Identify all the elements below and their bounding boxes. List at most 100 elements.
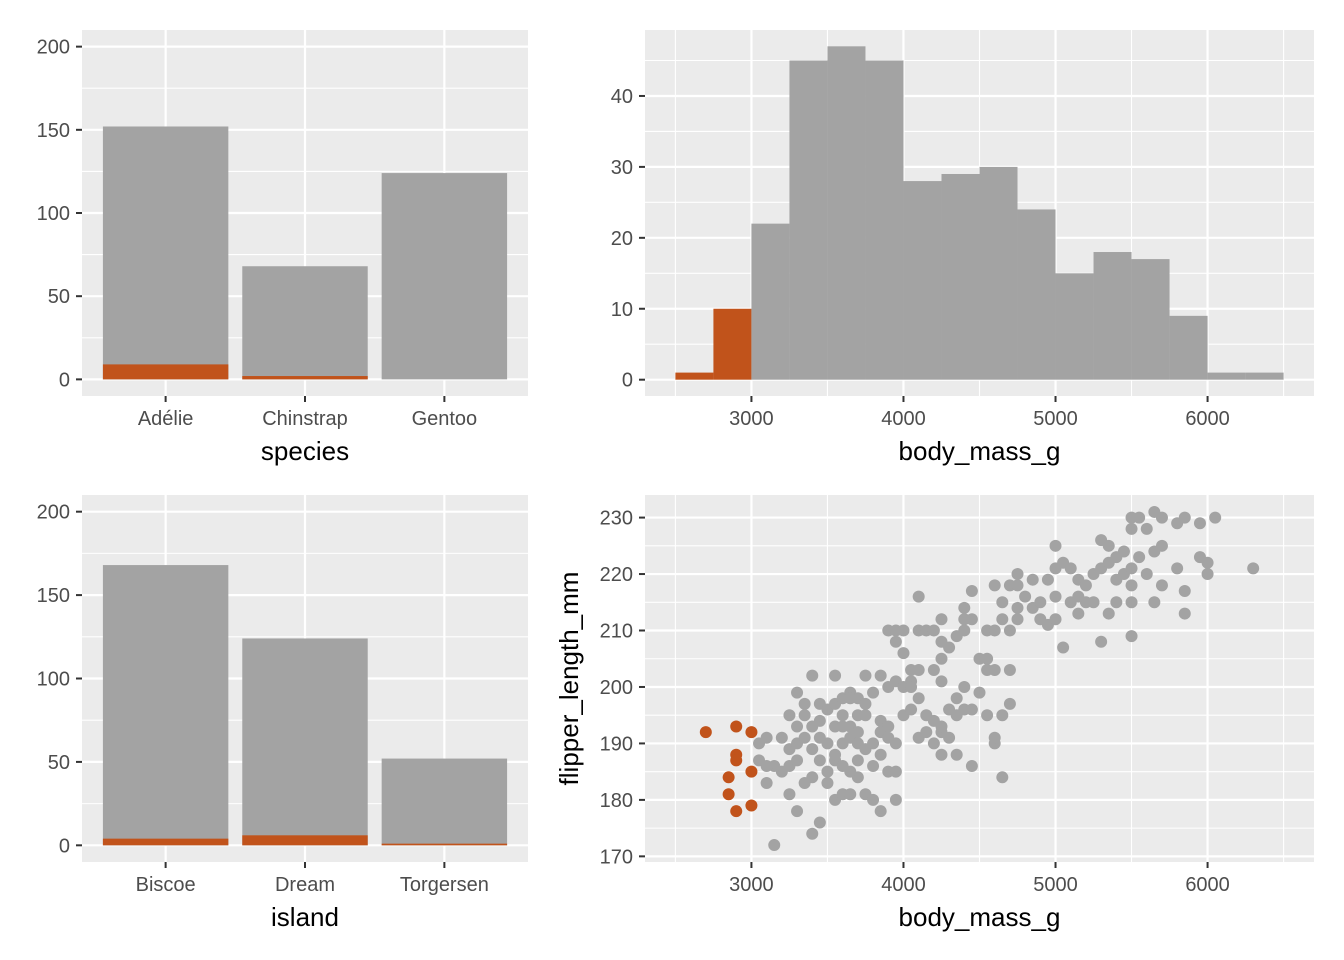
scatter-point xyxy=(1064,596,1077,609)
scatter-point xyxy=(889,793,902,806)
panel-3: 170 180 190 200 210 220 230 3000 4000 5000 6000 bod… xyxy=(554,495,1314,932)
scatter-point xyxy=(859,669,872,682)
scatter-point xyxy=(1201,568,1214,581)
scatter-point-highlighted xyxy=(722,788,735,801)
scatter-point-highlighted xyxy=(745,726,758,739)
scatter-point-highlighted xyxy=(730,720,743,733)
scatter-point xyxy=(844,788,857,801)
scatter-point xyxy=(996,771,1009,784)
bar-total xyxy=(242,638,368,846)
scatter-point-highlighted xyxy=(730,754,743,767)
x-tick-label: Adélie xyxy=(138,408,194,430)
scatter-point xyxy=(813,754,826,767)
scatter-point xyxy=(1049,613,1062,626)
scatter-point xyxy=(1133,511,1146,524)
y-tick-label: 30 xyxy=(611,157,633,179)
y-tick-label: 200 xyxy=(37,37,70,59)
scatter-point xyxy=(1133,551,1146,564)
scatter-point xyxy=(1011,568,1024,581)
scatter-point xyxy=(1079,579,1092,592)
scatter-point xyxy=(813,731,826,744)
scatter-point xyxy=(943,641,956,654)
scatter-point-highlighted xyxy=(699,726,712,739)
scatter-point xyxy=(912,590,925,603)
scatter-point xyxy=(905,703,918,716)
scatter-point xyxy=(1064,562,1077,575)
scatter-point xyxy=(950,748,963,761)
y-tick-label: 0 xyxy=(59,369,70,391)
x-tick-label: Gentoo xyxy=(412,408,478,430)
scatter-point xyxy=(965,760,978,773)
bar-highlighted xyxy=(102,364,229,380)
scatter-point xyxy=(791,686,804,699)
panel-2: 0 50 100 150 200 Biscoe Dream Torgersen island xyxy=(37,495,528,932)
x-tick-label: 4000 xyxy=(881,408,926,430)
x-tick-label: 6000 xyxy=(1185,408,1230,430)
scatter-point xyxy=(1155,539,1168,552)
x-tick-label: 3000 xyxy=(729,874,774,896)
scatter-point xyxy=(829,669,842,682)
scatter-point xyxy=(897,647,910,660)
scatter-point xyxy=(996,596,1009,609)
scatter-point xyxy=(851,726,864,739)
histogram-bar xyxy=(789,60,828,380)
histogram-bar-highlighted xyxy=(675,372,714,380)
y-tick-label: 200 xyxy=(600,677,633,699)
bar-total xyxy=(102,565,229,846)
histogram-bar xyxy=(1017,209,1056,380)
bar-total xyxy=(381,758,508,846)
scatter-point xyxy=(806,771,819,784)
scatter-point xyxy=(806,827,819,840)
y-tick-label: 190 xyxy=(600,733,633,755)
scatter-point xyxy=(927,624,940,637)
scatter-point xyxy=(874,669,887,682)
y-tick-label: 170 xyxy=(600,846,633,868)
y-tick-label: 100 xyxy=(37,669,70,691)
bar-total xyxy=(381,173,508,380)
scatter-point xyxy=(1026,573,1039,586)
x-tick-label: Biscoe xyxy=(136,874,196,896)
scatter-point xyxy=(791,720,804,733)
y-tick-label: 50 xyxy=(48,752,70,774)
scatter-point xyxy=(981,664,994,677)
scatter-point xyxy=(935,613,948,626)
scatter-point xyxy=(1125,596,1138,609)
scatter-point xyxy=(1072,607,1085,620)
y-tick-label: 50 xyxy=(48,286,70,308)
scatter-point xyxy=(1148,596,1161,609)
histogram-bar xyxy=(1245,372,1284,380)
scatter-point xyxy=(912,692,925,705)
scatter-point xyxy=(1178,607,1191,620)
histogram-bar xyxy=(751,223,790,380)
y-tick-label: 230 xyxy=(600,508,633,530)
x-tick-label: Dream xyxy=(275,874,335,896)
scatter-point xyxy=(867,686,880,699)
scatter-point xyxy=(912,664,925,677)
scatter-point xyxy=(1003,697,1016,710)
scatter-point xyxy=(775,731,788,744)
x-tick-label: 6000 xyxy=(1185,874,1230,896)
scatter-point xyxy=(935,675,948,688)
scatter-point xyxy=(958,601,971,614)
y-tick-label: 40 xyxy=(611,86,633,108)
scatter-point xyxy=(753,754,766,767)
scatter-point xyxy=(1155,511,1168,524)
scatter-point xyxy=(760,776,773,789)
x-tick-label: Chinstrap xyxy=(262,408,348,430)
scatter-point xyxy=(798,697,811,710)
x-tick-label: Torgersen xyxy=(400,874,489,896)
scatter-point xyxy=(813,816,826,829)
scatter-point xyxy=(1125,562,1138,575)
scatter-point xyxy=(1125,579,1138,592)
y-tick-label: 150 xyxy=(37,585,70,607)
scatter-point xyxy=(768,839,781,852)
bar-highlighted xyxy=(242,376,368,380)
scatter-point xyxy=(1110,596,1123,609)
scatter-point xyxy=(1140,522,1153,535)
scatter-point xyxy=(996,613,1009,626)
scatter-point xyxy=(927,737,940,750)
scatter-point xyxy=(1178,584,1191,597)
scatter-point xyxy=(920,726,933,739)
scatter-point-highlighted xyxy=(730,805,743,818)
histogram-bar xyxy=(1131,259,1170,380)
